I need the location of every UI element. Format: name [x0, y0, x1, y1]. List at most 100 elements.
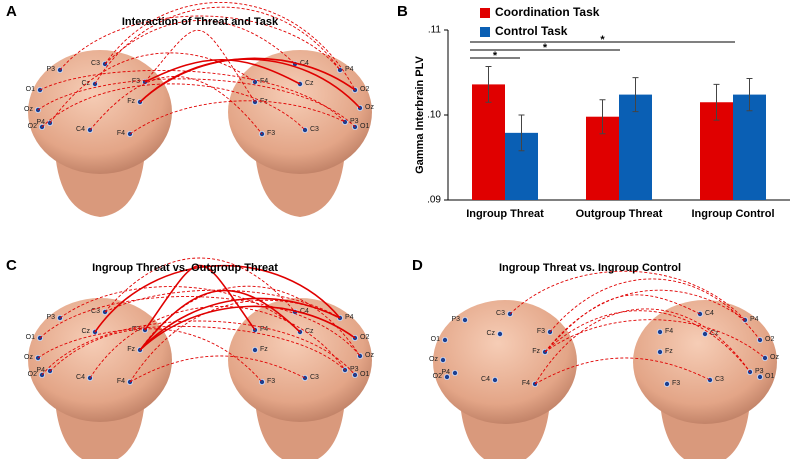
- head: [28, 298, 172, 422]
- electrode-label: P3: [46, 314, 55, 321]
- electrode-label: F3: [537, 328, 545, 335]
- electrode-label: O2: [433, 373, 442, 380]
- connection: [41, 320, 356, 376]
- bar: [619, 94, 652, 200]
- connection: [49, 328, 263, 383]
- electrode: [697, 310, 704, 317]
- electrode: [491, 376, 498, 383]
- head: [228, 298, 372, 422]
- electrode-label: O2: [28, 371, 37, 378]
- electrode-label: Fz: [127, 98, 135, 105]
- electrode-label: Oz: [770, 354, 779, 361]
- connection: [544, 319, 766, 359]
- y-axis-label: Gamma Interbrain PLV: [414, 55, 426, 173]
- head: [633, 300, 777, 424]
- electrode-label: F3: [672, 380, 680, 387]
- panel-label: B: [397, 3, 408, 20]
- significance-label: *: [493, 50, 498, 62]
- electrode-label: C3: [91, 60, 100, 67]
- electrode-label: O1: [360, 371, 369, 378]
- electrode-label: F4: [260, 78, 268, 85]
- connection: [59, 15, 341, 71]
- electrode: [301, 374, 308, 381]
- connection: [139, 285, 361, 357]
- connection: [37, 325, 346, 371]
- electrode-label: C4: [705, 310, 714, 317]
- electrode: [664, 380, 671, 387]
- connection: [544, 294, 701, 353]
- electrode: [657, 348, 664, 355]
- connection: [544, 289, 746, 353]
- connection: [37, 78, 356, 128]
- significance-label: *: [543, 42, 548, 54]
- connection: [49, 52, 256, 124]
- panel-title: Ingroup Threat vs. Outgroup Threat: [92, 262, 278, 274]
- connection: [129, 299, 341, 383]
- electrode-label: O1: [26, 86, 35, 93]
- electrode-label: F4: [665, 328, 673, 335]
- electrode-label: C3: [715, 376, 724, 383]
- y-tick-label: .09: [427, 195, 441, 206]
- panel-label: D: [412, 257, 423, 274]
- electrode-label: Oz: [365, 104, 374, 111]
- electrode-label: Cz: [81, 80, 90, 87]
- panel-title: Interaction of Threat and Task: [122, 16, 279, 28]
- connection: [144, 58, 301, 85]
- electrode-label: C4: [300, 60, 309, 67]
- connection: [59, 286, 301, 333]
- connection: [39, 69, 346, 123]
- electrode-label: P3: [350, 366, 359, 373]
- electrode-label: Cz: [486, 330, 495, 337]
- electrode-label: Cz: [81, 328, 90, 335]
- electrode-label: Cz: [305, 80, 314, 87]
- x-tick-label: Ingroup Threat: [466, 208, 544, 220]
- connection: [144, 264, 256, 331]
- electrode: [757, 373, 764, 380]
- electrode-label: P4: [441, 369, 450, 376]
- electrode-label: Cz: [710, 330, 719, 337]
- connection: [104, 257, 296, 313]
- connection: [104, 289, 341, 319]
- connection: [534, 357, 711, 385]
- electrode-label: Cz: [305, 328, 314, 335]
- electrode-label: Oz: [24, 106, 33, 113]
- connection: [104, 20, 296, 65]
- electrode-label: O2: [360, 86, 369, 93]
- connection: [544, 310, 751, 373]
- error-bar: [746, 77, 753, 112]
- electrode-label: P4: [36, 367, 45, 374]
- electrode-label: Fz: [260, 346, 268, 353]
- y-tick-label: .11: [428, 25, 442, 36]
- electrode-label: P4: [345, 66, 354, 73]
- error-bar: [599, 99, 606, 135]
- electrode-label: F3: [267, 378, 275, 385]
- electrode-label: Fz: [532, 348, 540, 355]
- connection: [139, 58, 361, 109]
- error-bar: [518, 114, 525, 152]
- electrode-label: C4: [76, 374, 85, 381]
- y-tick-label: .10: [427, 110, 441, 121]
- electrode: [707, 376, 714, 383]
- electrode: [702, 330, 709, 337]
- electrode: [443, 373, 450, 380]
- connection: [94, 6, 341, 85]
- electrode-label: P3: [350, 118, 359, 125]
- electrode-label: O2: [765, 336, 774, 343]
- electrode-label: C4: [300, 308, 309, 315]
- electrode-label: P4: [345, 314, 354, 321]
- x-tick-label: Outgroup Threat: [576, 208, 663, 220]
- electrode-label: C4: [76, 126, 85, 133]
- electrode-label: O1: [431, 336, 440, 343]
- connection: [549, 278, 761, 341]
- legend-label: Coordination Task: [495, 5, 600, 19]
- electrode: [439, 356, 446, 363]
- electrode-label: Oz: [24, 354, 33, 361]
- electrode-label: Fz: [127, 346, 135, 353]
- legend-swatch: [480, 8, 490, 18]
- electrode-label: F3: [267, 130, 275, 137]
- connection: [534, 308, 751, 385]
- panel-label: C: [6, 257, 17, 274]
- connection: [39, 296, 361, 357]
- electrode: [441, 336, 448, 343]
